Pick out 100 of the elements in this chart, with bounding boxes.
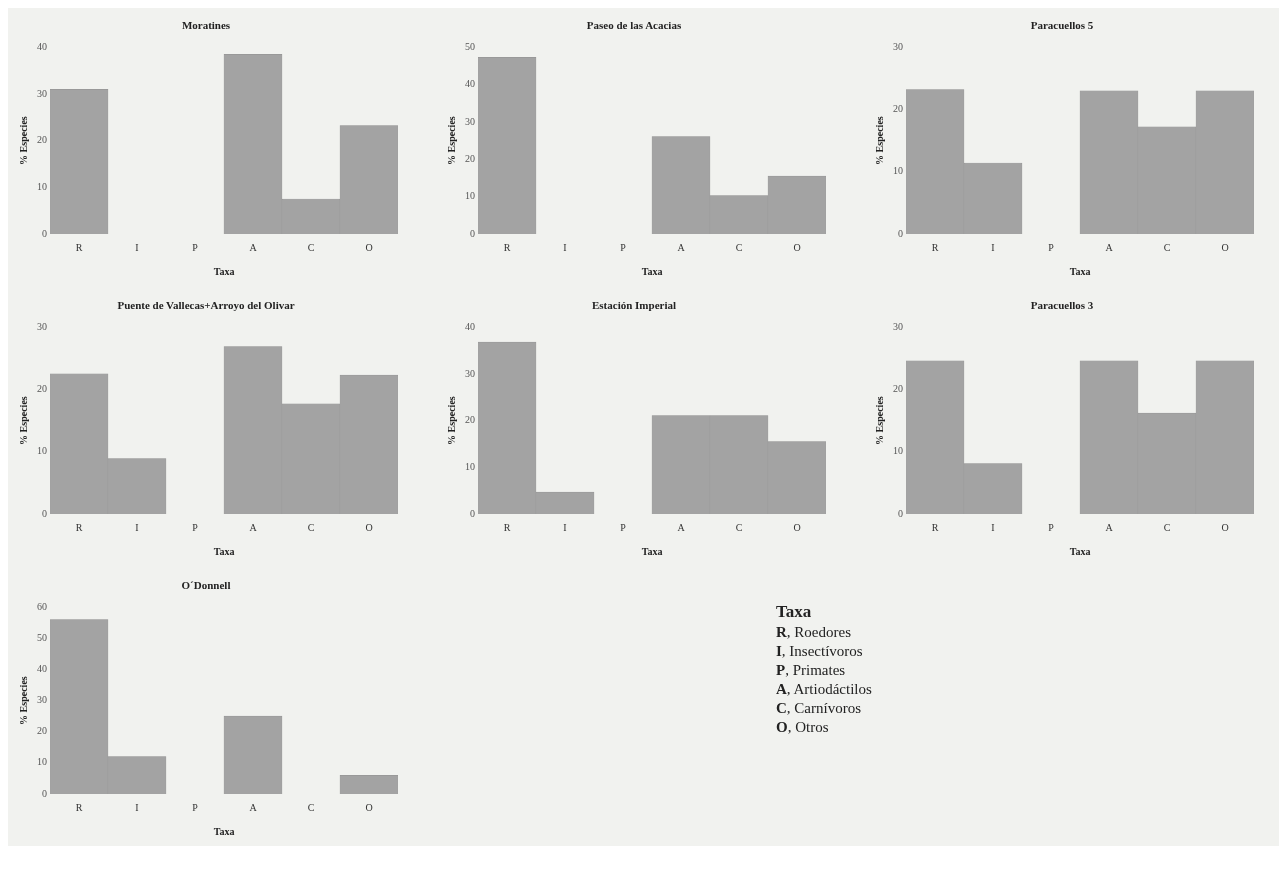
x-tick-label: R [503,241,511,253]
x-tick-label: A [1105,241,1114,253]
chart-title: Paracuellos 5 [1030,19,1094,32]
y-tick-label: 10 [37,180,47,192]
x-tick-label: I [991,241,995,253]
y-axis-title: % Especies [873,116,885,165]
x-tick-label: I [991,521,995,533]
x-tick-label: R [75,801,83,813]
y-tick-label: 20 [893,103,903,115]
x-tick-label: R [75,521,83,533]
x-tick-label: A [1105,521,1114,533]
x-tick-label: P [620,521,627,533]
x-tick-label: O [1221,241,1229,253]
y-tick-label: 50 [37,631,47,643]
y-tick-label: 20 [37,725,47,737]
x-tick-label: I [135,521,139,533]
text: O, Otros [776,718,830,737]
x-tick-label: I [563,241,567,253]
x-tick-label: O [793,241,801,253]
x-tick-label: A [249,241,258,253]
y-tick-label: 30 [465,115,475,127]
y-tick-label: 40 [37,40,47,52]
x-tick-label: P [1048,521,1055,533]
x-tick-label: R [931,241,939,253]
y-tick-label: 30 [37,694,47,706]
y-tick-label: 30 [893,320,903,332]
y-tick-label: 30 [37,320,47,332]
x-tick-label: C [735,521,743,533]
y-tick-label: 30 [893,40,903,52]
y-tick-label: 10 [465,460,475,472]
y-tick-label: 40 [465,78,475,90]
y-tick-label: 10 [37,445,47,457]
x-tick-label: C [307,241,315,253]
y-tick-label: 20 [37,383,47,395]
text: I, Insectívoros [776,642,864,661]
y-tick-label: 10 [465,190,475,202]
x-tick-label: R [503,521,511,533]
y-tick-label: 20 [37,134,47,146]
text: P, Primates [776,661,847,680]
x-tick-label: I [135,241,139,253]
x-tick-label: O [365,801,373,813]
y-tick-label: 0 [470,507,475,519]
x-tick-label: R [75,241,83,253]
y-tick-label: 40 [37,663,47,675]
x-axis-title: Taxa [213,825,235,837]
y-tick-label: 30 [465,367,475,379]
chart-title: Paracuellos 3 [1030,299,1094,312]
x-tick-label: I [563,521,567,533]
text: R, Roedores [776,623,852,642]
x-axis-title: Taxa [1069,265,1091,277]
y-tick-label: 0 [898,507,903,519]
x-tick-label: P [620,241,627,253]
y-tick-label: 0 [42,227,47,239]
x-tick-label: C [735,241,743,253]
y-tick-label: 20 [465,414,475,426]
x-tick-label: C [307,521,315,533]
y-tick-label: 0 [898,227,903,239]
y-tick-label: 30 [37,87,47,99]
y-tick-label: 10 [893,445,903,457]
x-axis-title: Taxa [1069,545,1091,557]
y-axis-title: % Especies [445,116,457,165]
x-tick-label: C [307,801,315,813]
y-tick-label: 60 [37,600,47,612]
x-tick-label: O [1221,521,1229,533]
x-tick-label: A [677,241,686,253]
chart-title: O´Donnell [181,579,231,592]
y-axis-title: % Especies [17,116,29,165]
x-tick-label: C [1163,521,1171,533]
x-tick-label: P [192,521,199,533]
text: A, Artiodáctilos [776,680,873,699]
chart-title: Puente de Vallecas+Arroyo del Olivar [117,299,295,312]
x-tick-label: A [249,521,258,533]
x-tick-label: O [793,521,801,533]
text: C, Carnívoros [776,699,862,718]
x-tick-label: A [677,521,686,533]
x-axis-title: Taxa [213,545,235,557]
y-axis-title: % Especies [17,396,29,445]
y-tick-label: 20 [465,152,475,164]
x-tick-label: P [192,801,199,813]
y-axis-title: % Especies [445,396,457,445]
x-tick-label: I [135,801,139,813]
x-tick-label: R [931,521,939,533]
y-tick-label: 0 [42,787,47,799]
text: Taxa [776,602,813,621]
y-axis-title: % Especies [873,396,885,445]
chart-title: Moratines [181,19,231,32]
y-tick-label: 10 [893,165,903,177]
y-tick-label: 40 [465,320,475,332]
x-tick-label: O [365,241,373,253]
x-axis-title: Taxa [641,545,663,557]
x-tick-label: P [192,241,199,253]
x-axis-title: Taxa [641,265,663,277]
x-tick-label: P [1048,241,1055,253]
chart-title: Estación Imperial [591,299,677,312]
y-axis-title: % Especies [17,676,29,725]
x-tick-label: O [365,521,373,533]
y-tick-label: 0 [470,227,475,239]
y-tick-label: 10 [37,756,47,768]
x-axis-title: Taxa [213,265,235,277]
x-tick-label: A [249,801,258,813]
